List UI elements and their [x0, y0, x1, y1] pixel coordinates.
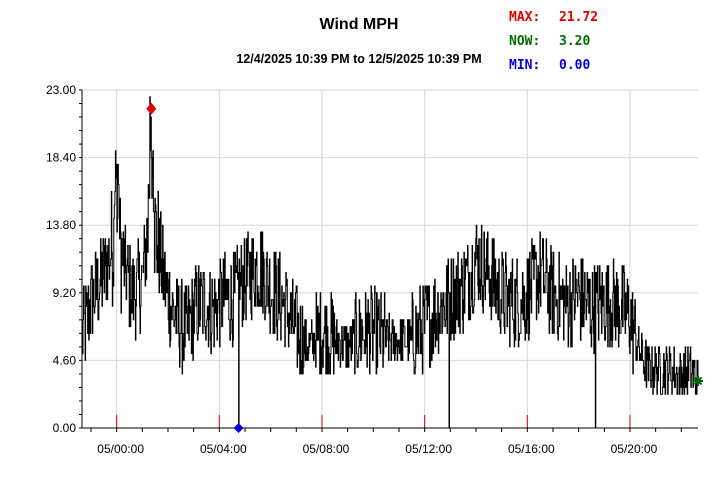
grid — [82, 89, 698, 429]
now-marker-ray — [693, 376, 703, 386]
y-tick-label: 0.00 — [53, 421, 77, 435]
x-tick-label: 05/20:00 — [611, 442, 658, 456]
x-tick-label: 05/12:00 — [405, 442, 452, 456]
x-tick-label: 05/04:00 — [200, 442, 247, 456]
stat-now-value: 3.20 — [559, 34, 590, 49]
stat-min-label: MIN: — [509, 58, 540, 73]
axes: 0.00 4.60 9.20 13.80 18.40 23.00 05/00:00 05/04… — [46, 83, 698, 456]
y-tick-label: 18.40 — [46, 151, 76, 165]
x-tick-label: 05/16:00 — [508, 442, 555, 456]
y-tick-label: 23.00 — [46, 83, 76, 97]
x-tick-label: 05/08:00 — [303, 442, 350, 456]
stat-max-label: MAX: — [509, 10, 540, 25]
stat-now-label: NOW: — [509, 34, 540, 49]
chart-subtitle: 12/4/2025 10:39 PM to 12/5/2025 10:39 PM — [236, 52, 481, 66]
chart-title: Wind MPH — [320, 16, 399, 33]
y-tick-label: 9.20 — [53, 286, 77, 300]
now-marker — [693, 375, 703, 386]
stat-max-value: 21.72 — [559, 10, 598, 25]
series-line-wind — [82, 96, 699, 429]
min-marker — [233, 423, 244, 433]
series-wind — [82, 96, 699, 429]
y-tick-label: 13.80 — [46, 218, 76, 232]
stat-min-value: 0.00 — [559, 58, 590, 73]
max-marker — [146, 102, 157, 115]
markers — [146, 102, 703, 433]
x-tick-label: 05/00:00 — [97, 442, 144, 456]
y-tick-label: 4.60 — [53, 353, 77, 367]
